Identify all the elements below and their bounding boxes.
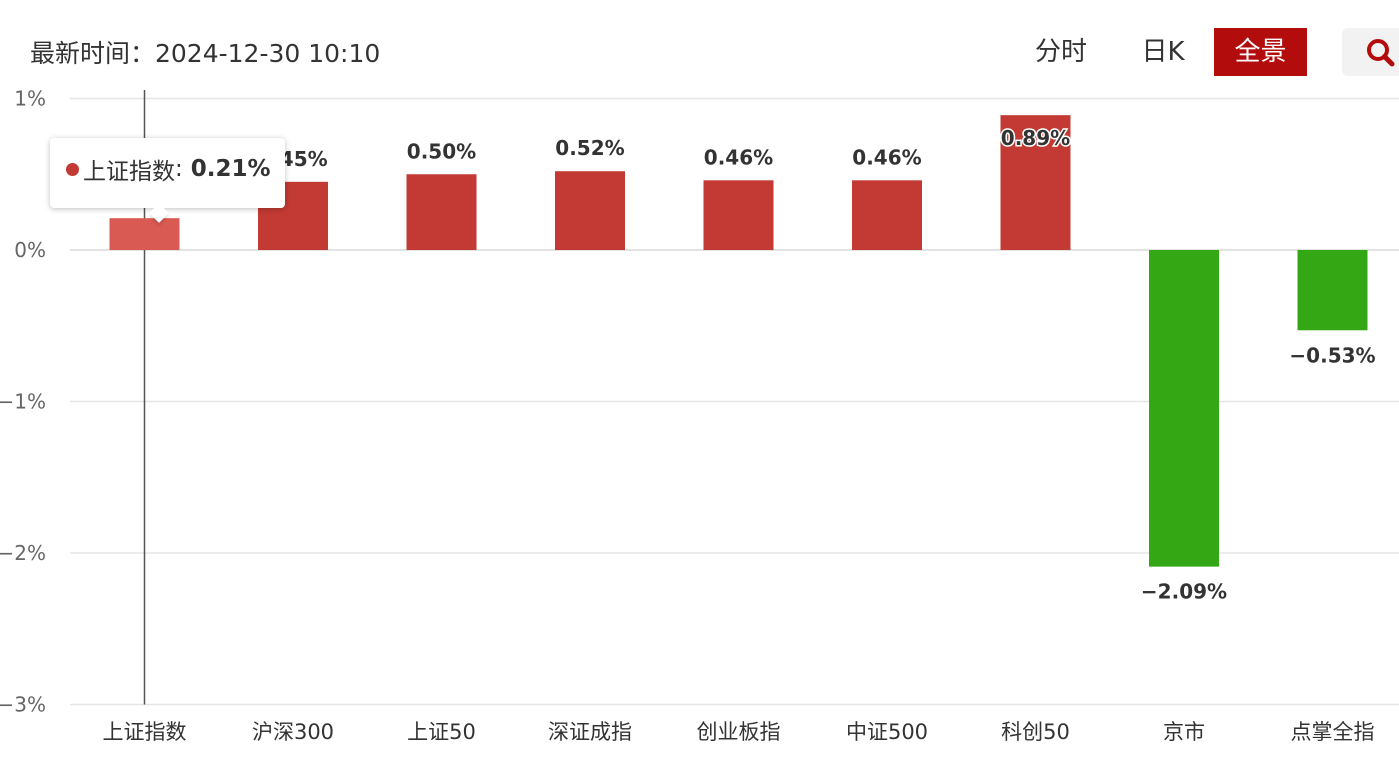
bar-value-label: 0.89% [1001, 126, 1070, 150]
bar [406, 174, 477, 250]
tab-panorama[interactable]: 全景 [1214, 28, 1307, 76]
bar [109, 218, 180, 250]
x-category-label: 中证500 [846, 720, 928, 744]
x-category-label: 京市 [1163, 720, 1205, 744]
tab-intraday[interactable]: 分时 [1034, 37, 1087, 67]
bar-value-label: 0.46% [852, 145, 921, 169]
x-category-label: 点掌全指 [1291, 720, 1375, 744]
tooltip-series-dot [66, 162, 79, 176]
bar [1000, 115, 1071, 250]
bar [1149, 250, 1219, 567]
bar-value-label: 0.50% [407, 139, 476, 163]
bar [555, 171, 625, 250]
x-category-label: 沪深300 [252, 720, 334, 744]
x-category-label: 创业板指 [697, 720, 781, 744]
tooltip-value: 0.21% [190, 156, 271, 182]
y-tick-label: 1% [14, 87, 46, 111]
bar [852, 180, 922, 250]
chart-tooltip: 上证指数: 0.21% [50, 138, 285, 223]
bar [703, 180, 774, 250]
y-tick-label: −3% [0, 693, 46, 717]
bar-value-label: 0.52% [555, 136, 624, 160]
y-tick-label: 0% [14, 238, 46, 262]
bar-value-label: −2.09% [1141, 580, 1227, 604]
bar-value-label: −0.53% [1289, 343, 1375, 367]
x-category-label: 深证成指 [548, 720, 632, 744]
search-button[interactable] [1342, 28, 1399, 76]
tab-daily-k[interactable]: 日K [1141, 37, 1185, 67]
x-category-label: 上证50 [407, 720, 476, 744]
search-icon [1367, 39, 1395, 67]
latest-time-label: 最新时间：2024-12-30 10:10 [30, 39, 381, 68]
x-category-label: 科创50 [1001, 720, 1070, 744]
bar-value-label: 0.46% [704, 145, 773, 169]
y-tick-label: −1% [0, 390, 46, 414]
y-tick-label: −2% [0, 541, 46, 565]
x-category-label: 上证指数 [103, 720, 187, 744]
bar [1297, 250, 1368, 331]
tooltip-name: 上证指数 [83, 159, 175, 185]
tooltip-colon: : [175, 156, 183, 182]
